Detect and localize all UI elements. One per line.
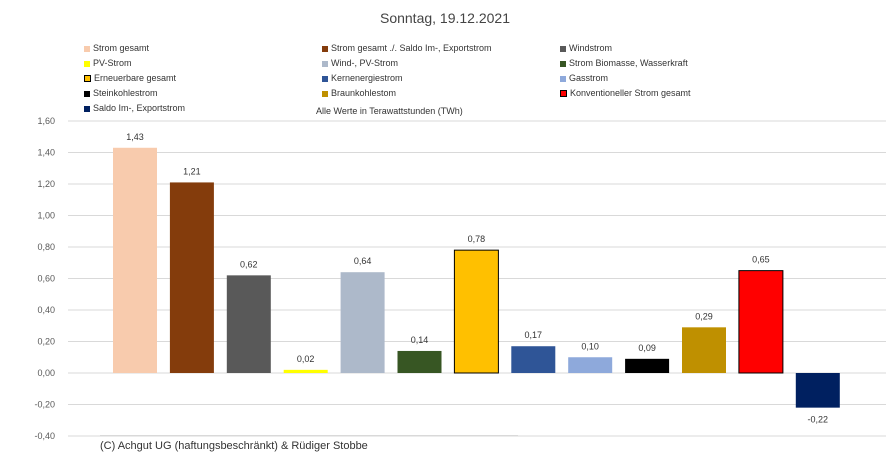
bar <box>625 358 670 373</box>
legend-label: Konventioneller Strom gesamt <box>570 88 691 98</box>
y-tick-label: 1,60 <box>37 116 55 126</box>
legend-swatch <box>84 90 90 97</box>
data-label: 0,29 <box>695 311 713 321</box>
bar <box>738 270 784 374</box>
bar <box>453 249 499 374</box>
data-label: 0,78 <box>468 234 486 244</box>
legend-swatch <box>84 75 91 83</box>
footer-divider <box>100 435 518 436</box>
legend-item: Strom gesamt <box>84 43 149 53</box>
legend-item: Kernenergiestrom <box>322 73 403 83</box>
legend-swatch <box>560 45 566 52</box>
y-tick-label: 1,40 <box>37 148 55 158</box>
legend-item: Windstrom <box>560 43 612 53</box>
data-label: 0,09 <box>638 343 656 353</box>
legend-label: Kernenergiestrom <box>331 73 403 83</box>
bar <box>226 275 271 373</box>
bar <box>283 369 328 373</box>
legend-item: Erneuerbare gesamt <box>84 73 176 83</box>
legend-swatch <box>560 75 566 82</box>
legend-label: PV-Strom <box>93 58 132 68</box>
legend-swatch <box>84 60 90 67</box>
data-label: 0,10 <box>581 341 599 351</box>
legend-label: Saldo Im-, Exportstrom <box>93 103 186 113</box>
legend-item: PV-Strom <box>84 58 132 68</box>
bar <box>113 147 157 373</box>
data-label: 1,21 <box>183 166 201 176</box>
legend-swatch <box>322 45 328 52</box>
data-label: 0,64 <box>354 256 372 266</box>
y-tick-label: 0,20 <box>37 337 55 347</box>
legend-swatch <box>322 60 328 67</box>
legend-label: Windstrom <box>569 43 613 53</box>
data-label: 0,65 <box>752 255 770 265</box>
legend-swatch <box>84 105 90 112</box>
bar <box>568 357 613 373</box>
legend-swatch <box>322 75 328 82</box>
bar <box>169 182 214 373</box>
legend-swatch <box>560 60 566 67</box>
legend-swatch <box>84 45 90 52</box>
legend-item: Konventioneller Strom gesamt <box>560 88 691 98</box>
bar <box>682 327 726 373</box>
legend-item: Wind-, PV-Strom <box>322 58 398 68</box>
legend-label: Gasstrom <box>569 73 609 83</box>
data-label: 0,62 <box>240 259 258 269</box>
legend-label: Erneuerbare gesamt <box>94 73 177 83</box>
legend-item: Braunkohlestom <box>322 88 396 98</box>
y-tick-label: 1,20 <box>37 179 55 189</box>
bar <box>340 272 385 373</box>
data-label: 0,02 <box>297 354 315 364</box>
legend-label: Steinkohlestrom <box>93 88 158 98</box>
legend-item: Steinkohlestrom <box>84 88 158 98</box>
y-tick-label: 0,80 <box>37 242 55 252</box>
legend-label: Strom gesamt <box>93 43 150 53</box>
legend-label: Strom Biomasse, Wasserkraft <box>569 58 688 68</box>
y-tick-label: 0,40 <box>37 305 55 315</box>
y-tick-label: 0,00 <box>37 368 55 378</box>
legend-label: Strom gesamt ./. Saldo Im-, Exportstrom <box>331 43 492 53</box>
y-tick-label: 0,60 <box>37 274 55 284</box>
chart-subtitle: Alle Werte in Terawattstunden (TWh) <box>316 106 463 116</box>
data-label: 1,43 <box>126 132 144 142</box>
legend-label: Braunkohlestom <box>331 88 397 98</box>
bar <box>397 350 442 373</box>
legend-swatch <box>322 90 328 97</box>
bar <box>795 373 840 408</box>
legend-label: Wind-, PV-Strom <box>331 58 399 68</box>
legend-item: Gasstrom <box>560 73 608 83</box>
data-label: 0,14 <box>411 335 429 345</box>
legend-swatch <box>560 90 567 98</box>
bar <box>511 346 556 373</box>
y-tick-label: -0,40 <box>34 431 55 441</box>
copyright-footer: (C) Achgut UG (haftungsbeschränkt) & Rüd… <box>100 440 368 452</box>
chart-title: Sonntag, 19.12.2021 <box>379 10 510 26</box>
legend-item: Saldo Im-, Exportstrom <box>84 103 185 113</box>
data-label: 0,17 <box>525 330 543 340</box>
legend-item: Strom Biomasse, Wasserkraft <box>560 58 688 68</box>
y-tick-label: 1,00 <box>37 211 55 221</box>
y-tick-label: -0,20 <box>34 400 55 410</box>
data-label: -0,22 <box>808 415 829 425</box>
legend-item: Strom gesamt ./. Saldo Im-, Exportstrom <box>322 43 492 53</box>
